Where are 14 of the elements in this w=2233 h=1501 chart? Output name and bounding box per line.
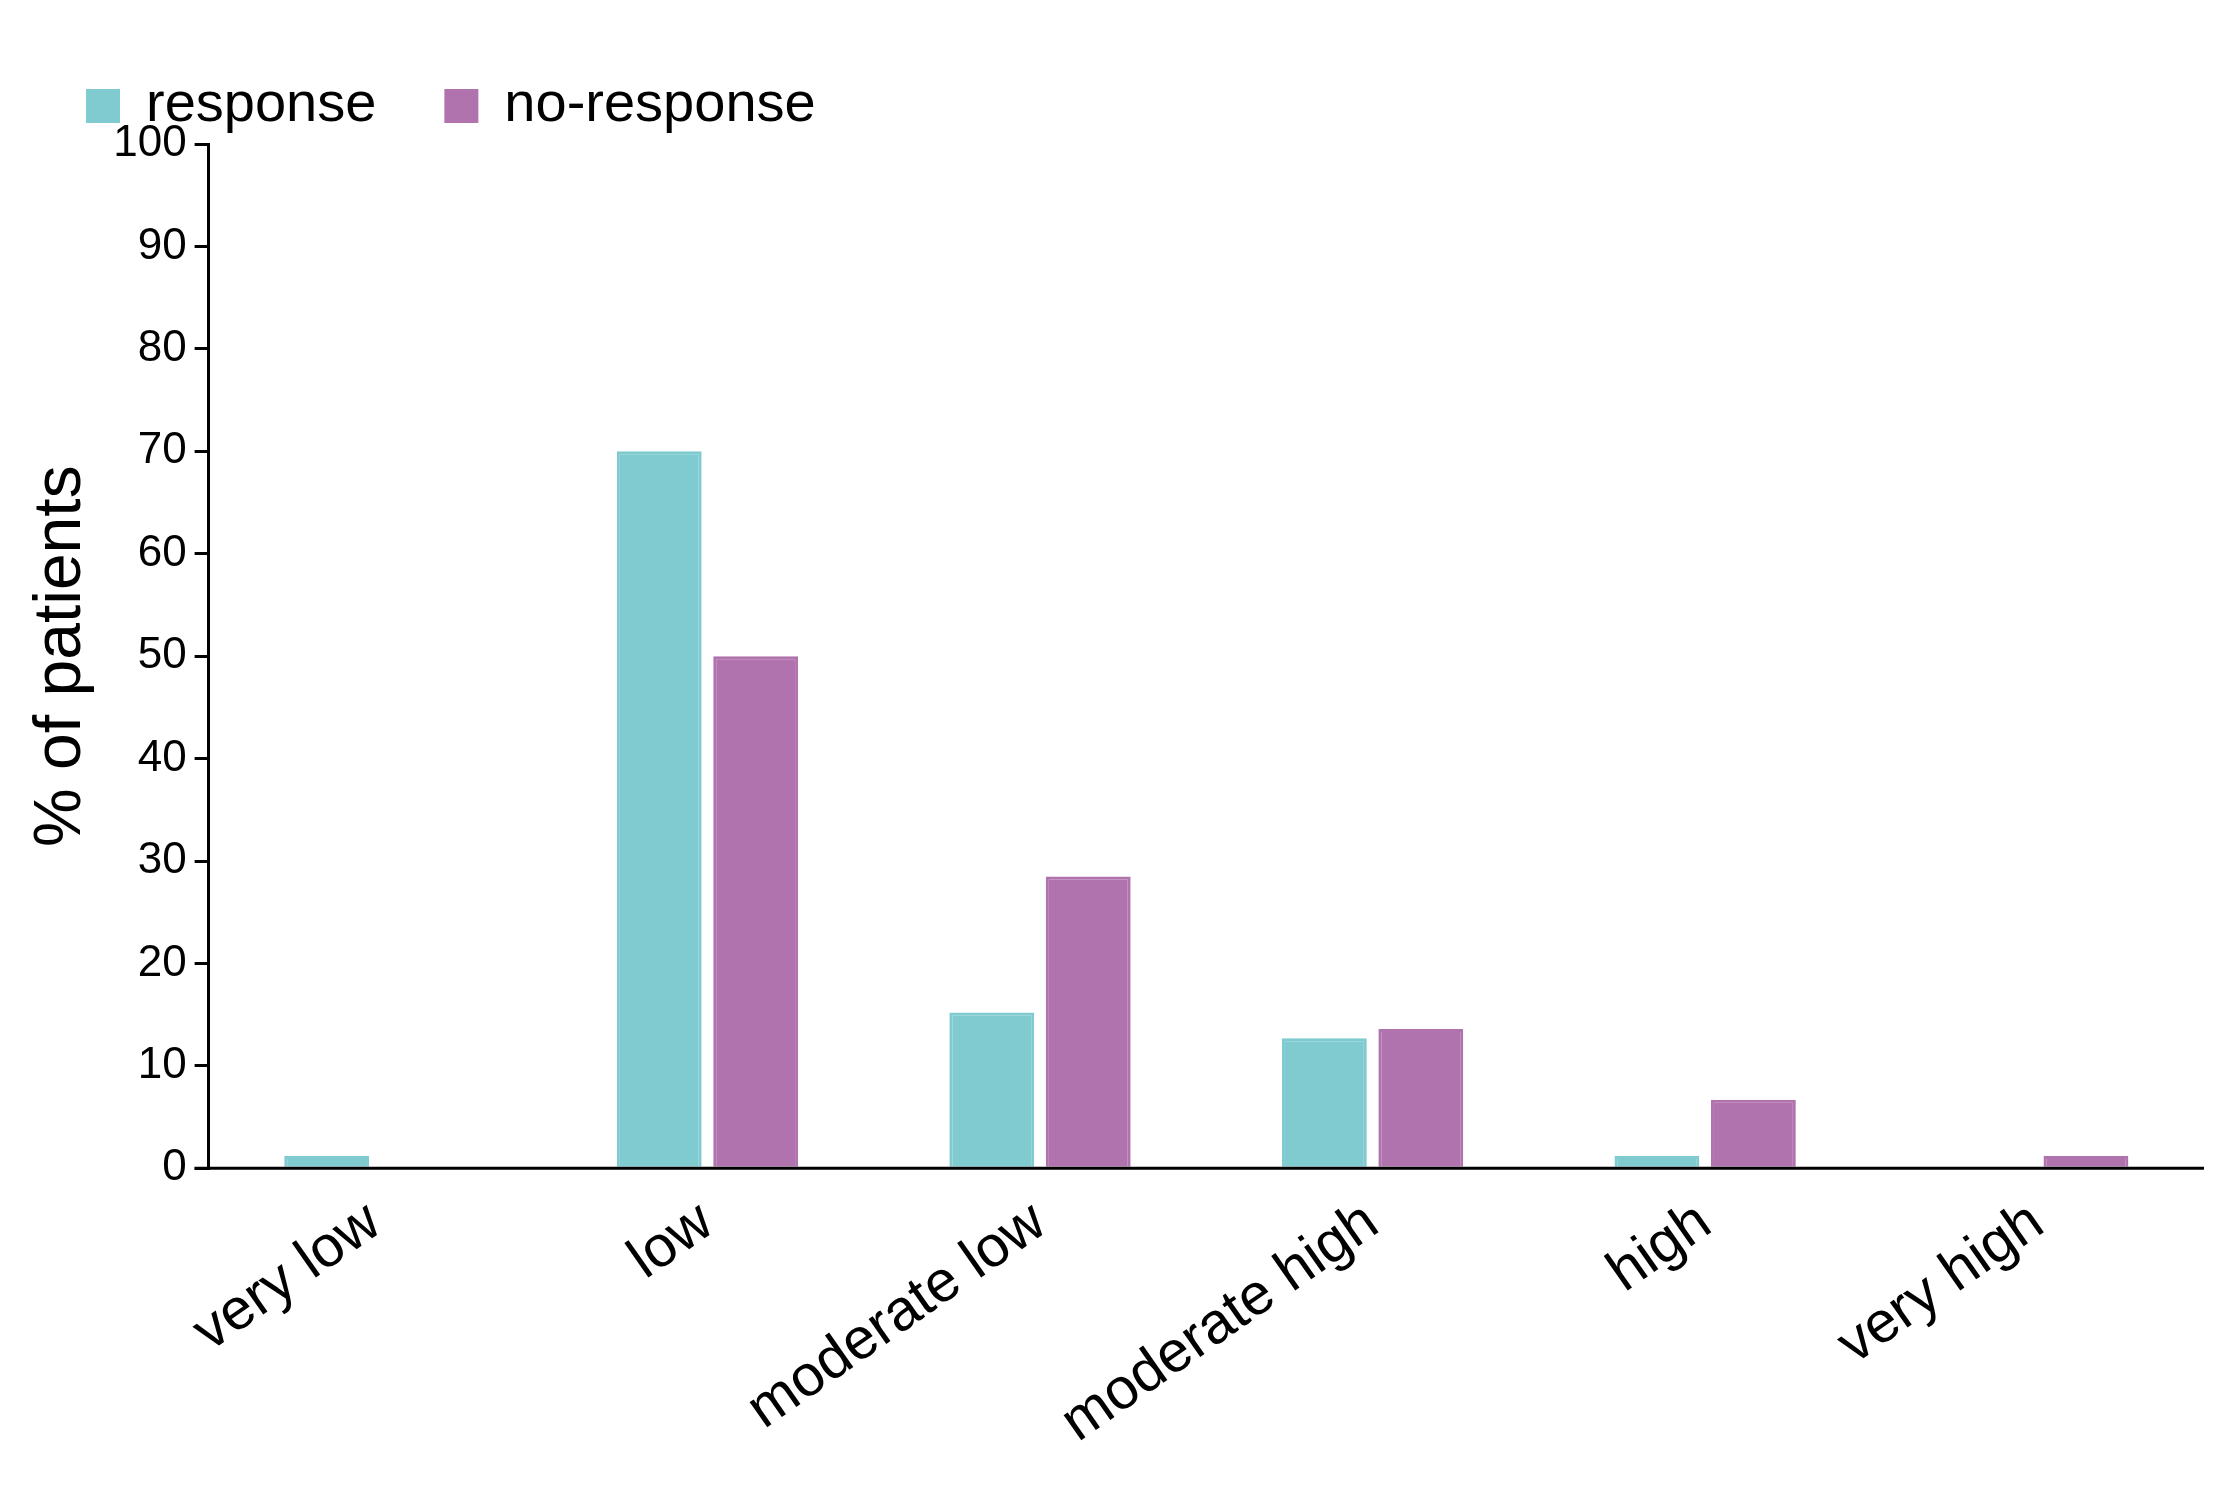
y-tick-label: 30	[137, 833, 187, 883]
legend-label: no-response	[504, 70, 816, 134]
y-tick-label: 40	[137, 730, 187, 780]
x-tick-label: low	[615, 1186, 725, 1290]
y-tick-label: 80	[137, 321, 187, 370]
y-tick-label: 20	[137, 935, 187, 985]
y-tick-label: 90	[137, 218, 187, 268]
y-tick-label: 70	[137, 423, 187, 473]
y-tick-label: 60	[137, 525, 187, 575]
x-tick-label: very high	[1824, 1187, 2054, 1375]
y-axis-title: % of patients	[19, 465, 94, 847]
y-tick-label: 10	[137, 1038, 187, 1088]
x-tick-label: high	[1594, 1187, 1722, 1303]
y-tick-label: 50	[137, 628, 187, 678]
